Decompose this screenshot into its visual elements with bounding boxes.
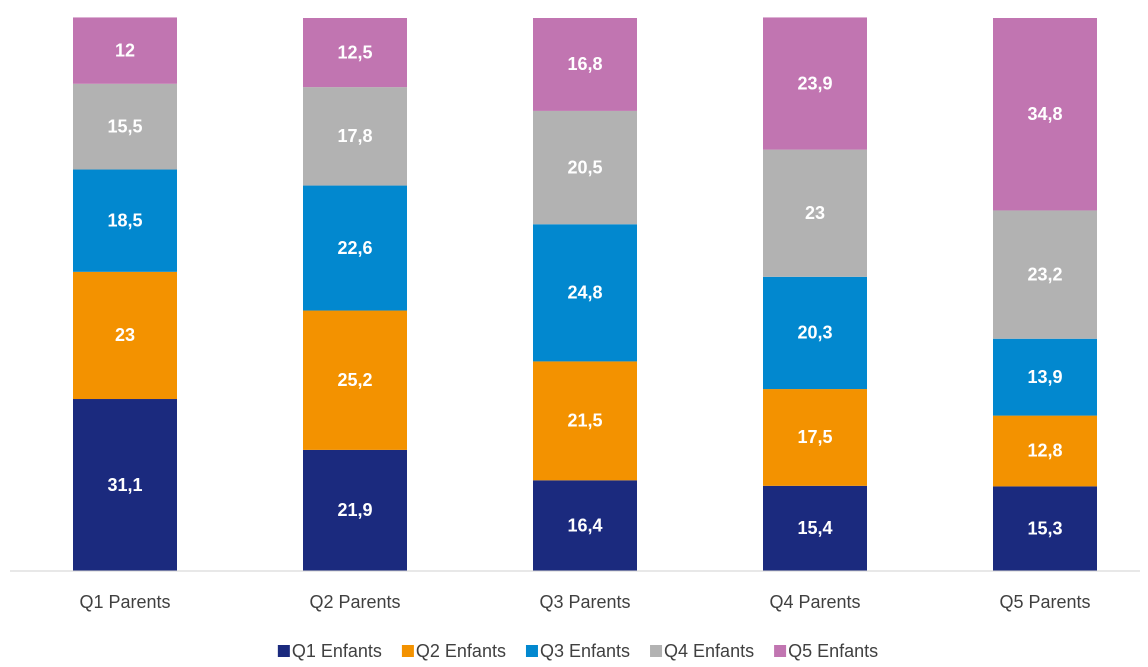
- data-label: 12,5: [337, 42, 372, 62]
- bar-segment: [763, 485, 867, 571]
- bar-segment: [533, 110, 637, 225]
- bar-segment: [303, 18, 407, 88]
- bar-segment: [303, 310, 407, 450]
- x-tick-label: Q1 Parents: [79, 592, 170, 612]
- data-label: 12,8: [1027, 441, 1062, 461]
- data-label: 23: [115, 325, 135, 345]
- bar-segment: [763, 389, 867, 486]
- data-label: 20,5: [567, 157, 602, 177]
- data-label: 22,6: [337, 238, 372, 258]
- data-label: 16,4: [567, 515, 602, 535]
- bar-segment: [763, 17, 867, 150]
- legend-swatch: [650, 645, 663, 657]
- data-label: 23,2: [1027, 264, 1062, 284]
- data-label: 18,5: [107, 210, 142, 230]
- bar-segment: [993, 18, 1097, 211]
- data-label: 31,1: [107, 475, 142, 495]
- legend-swatch: [525, 645, 538, 657]
- data-label: 16,8: [567, 54, 602, 74]
- bar-segment: [303, 449, 407, 571]
- data-label: 23,9: [797, 73, 832, 93]
- bar-segment: [73, 399, 177, 571]
- legend-label: Q2 Enfants: [416, 641, 506, 661]
- x-tick-label: Q5 Parents: [999, 592, 1090, 612]
- data-label: 12: [115, 40, 135, 60]
- data-label: 20,3: [797, 323, 832, 343]
- bar-segment: [763, 276, 867, 390]
- legend-swatch: [401, 645, 414, 657]
- x-tick-label: Q3 Parents: [539, 592, 630, 612]
- x-tick-label: Q2 Parents: [309, 592, 400, 612]
- data-label: 23: [805, 203, 825, 223]
- bar-segment: [73, 83, 177, 170]
- data-label: 21,5: [567, 411, 602, 431]
- bar-segment: [763, 149, 867, 277]
- bar-segment: [533, 224, 637, 362]
- data-label: 17,5: [797, 427, 832, 447]
- legend-label: Q4 Enfants: [664, 641, 754, 661]
- legend-swatch: [774, 645, 787, 657]
- legend-label: Q3 Enfants: [540, 641, 630, 661]
- data-label: 24,8: [567, 283, 602, 303]
- data-label: 15,5: [107, 116, 142, 136]
- bar-segment: [993, 415, 1097, 487]
- data-label: 34,8: [1027, 104, 1062, 124]
- legend-label: Q5 Enfants: [788, 641, 878, 661]
- bar-segment: [533, 18, 637, 111]
- legend-label: Q1 Enfants: [292, 641, 382, 661]
- bar-segment: [993, 210, 1097, 339]
- bar-segment: [993, 338, 1097, 416]
- bar-segment: [533, 480, 637, 571]
- legend-swatch: [277, 645, 290, 657]
- data-label: 25,2: [337, 370, 372, 390]
- bar-segment: [73, 17, 177, 84]
- x-tick-label: Q4 Parents: [769, 592, 860, 612]
- bar-segment: [533, 361, 637, 481]
- data-label: 15,4: [797, 518, 832, 538]
- bar-segment: [73, 271, 177, 400]
- data-label: 15,3: [1027, 518, 1062, 538]
- bar-segment: [303, 87, 407, 186]
- bar-segment: [303, 185, 407, 311]
- data-label: 17,8: [337, 126, 372, 146]
- bar-segment: [73, 169, 177, 272]
- data-label: 13,9: [1027, 367, 1062, 387]
- bar-segment: [993, 486, 1097, 571]
- data-label: 21,9: [337, 500, 372, 520]
